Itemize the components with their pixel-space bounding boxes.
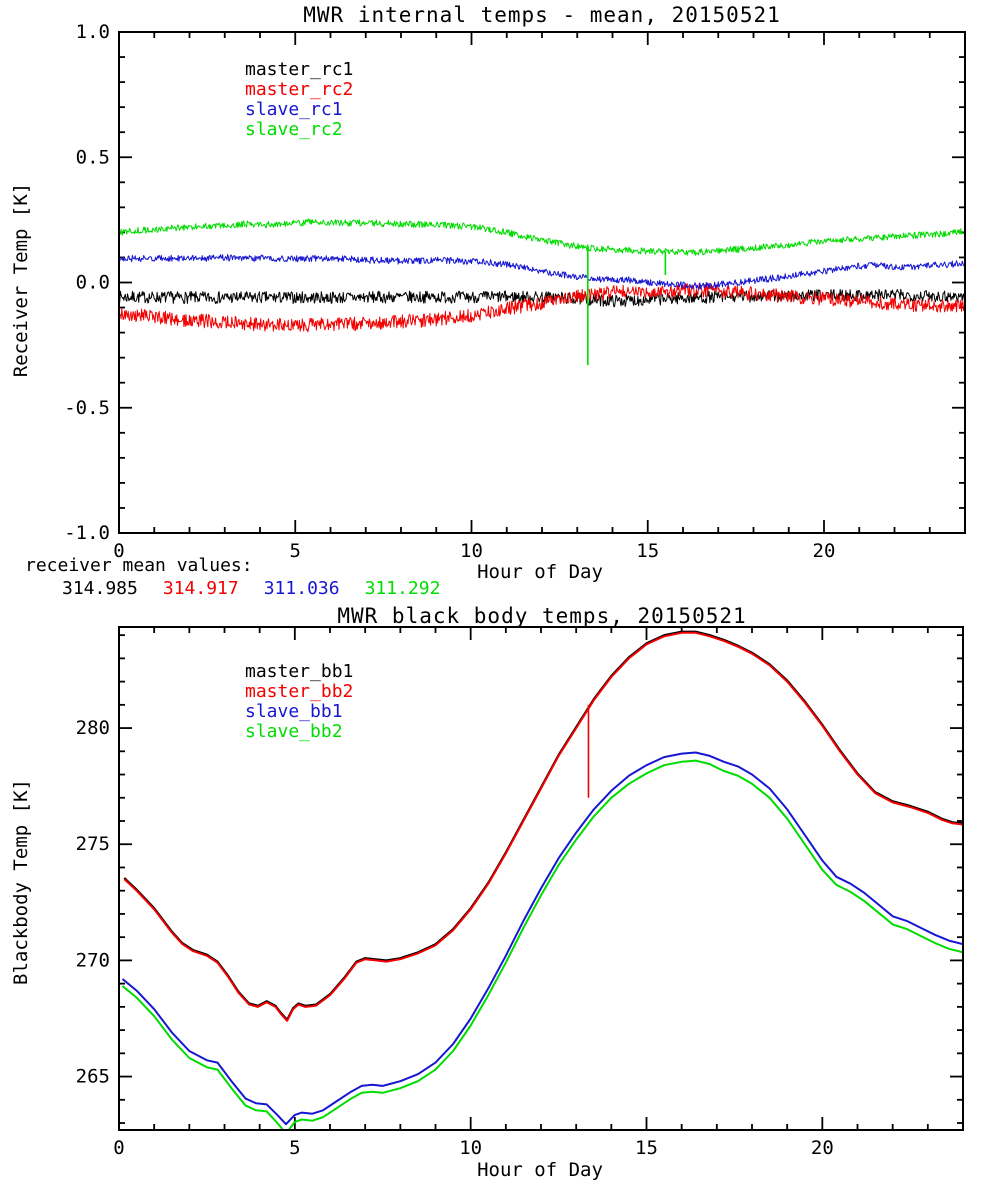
y-tick-label: 275 xyxy=(76,833,110,855)
x-tick-label: 0 xyxy=(113,540,124,562)
chart2-y-axis-label: Blackbody Temp [K] xyxy=(10,779,32,985)
chart1-title: MWR internal temps - mean, 20150521 xyxy=(303,3,781,27)
series-master_bb2 xyxy=(123,631,963,1022)
y-tick-label: 265 xyxy=(76,1066,110,1088)
series-slave_bb2 xyxy=(121,759,963,1130)
series-slave_rc2 xyxy=(119,218,965,256)
legend-item-master_rc2: master_rc2 xyxy=(245,79,354,100)
x-tick-label: 5 xyxy=(290,540,301,562)
series-slave_bb1 xyxy=(121,751,963,1126)
series-master_rc2 xyxy=(119,283,965,333)
legend-item-master_rc1: master_rc1 xyxy=(245,59,354,80)
chart1-legend: master_rc1 master_rc2 slave_rc1 slave_rc2 xyxy=(245,60,353,140)
chart1-x-axis-label: Hour of Day xyxy=(477,561,603,583)
chart1-y-axis-label: Receiver Temp [K] xyxy=(10,182,32,378)
x-tick-label: 10 xyxy=(459,1137,482,1159)
x-tick-label: 10 xyxy=(460,540,483,562)
x-tick-label: 20 xyxy=(811,1137,834,1159)
x-tick-label: 15 xyxy=(635,1137,658,1159)
legend-item-slave_rc2: slave_rc2 xyxy=(245,119,343,140)
x-tick-label: 15 xyxy=(636,540,659,562)
y-tick-label: 1.0 xyxy=(76,21,110,43)
mean-value: 314.917 xyxy=(162,578,239,599)
legend-item-slave_bb2: slave_bb2 xyxy=(245,721,343,742)
x-tick-label: 20 xyxy=(813,540,836,562)
legend-item-master_bb1: master_bb1 xyxy=(245,661,354,682)
y-tick-label: 270 xyxy=(76,949,110,971)
y-tick-label: 0.5 xyxy=(76,146,110,168)
series-master_rc1 xyxy=(119,288,965,308)
legend-item-slave_rc1: slave_rc1 xyxy=(245,99,343,120)
y-tick-label: 0.0 xyxy=(76,272,110,294)
legend-item-master_bb2: master_bb2 xyxy=(245,681,354,702)
chart2-title: MWR black body temps, 20150521 xyxy=(337,604,747,628)
receiver-mean-values-label: receiver mean values: xyxy=(25,555,253,576)
y-tick-label: 280 xyxy=(76,717,110,739)
mean-value: 311.036 xyxy=(263,578,340,599)
chart2-legend: master_bb1 master_bb2 slave_bb1 slave_bb2 xyxy=(245,662,353,742)
mean-value: 314.985 xyxy=(62,578,138,599)
series-slave_rc1 xyxy=(119,254,965,290)
y-tick-label: -0.5 xyxy=(64,397,110,419)
x-tick-label: 5 xyxy=(289,1137,300,1159)
y-tick-label: -1.0 xyxy=(64,522,110,544)
mean-value: 311.292 xyxy=(364,578,441,599)
receiver-mean-values: 314.985 314.917 311.036 311.292 xyxy=(62,578,440,599)
x-tick-label: 0 xyxy=(113,1137,124,1159)
chart2-x-axis-label: Hour of Day xyxy=(477,1159,603,1181)
legend-item-slave_bb1: slave_bb1 xyxy=(245,701,343,722)
